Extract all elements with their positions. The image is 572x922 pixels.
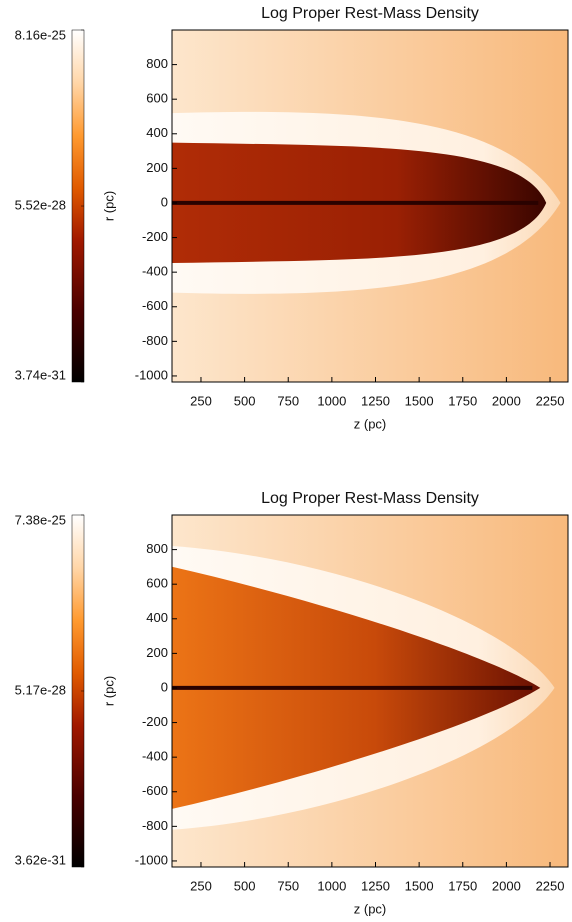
y-tick-label: -200	[142, 229, 168, 244]
panel: Log Proper Rest-Mass Density 250 500 750 100…	[15, 5, 569, 431]
y-tick-label: -400	[142, 264, 168, 279]
y-tick-label: 800	[146, 541, 168, 556]
x-tick-label: 500	[234, 878, 256, 893]
y-axis-label: r (pc)	[101, 191, 116, 221]
y-tick-label: -1000	[135, 852, 168, 867]
x-tick-label: 1250	[361, 393, 390, 408]
y-tick-label: 200	[146, 645, 168, 660]
panel: Log Proper Rest-Mass Density 250 500 750 100…	[15, 490, 569, 916]
y-tick-label: 600	[146, 91, 168, 106]
x-axis-label: z (pc)	[354, 416, 387, 431]
y-tick-label: 0	[161, 194, 168, 209]
y-tick-label: -600	[142, 298, 168, 313]
density-image	[172, 515, 568, 867]
x-tick-label: 1750	[448, 878, 477, 893]
y-tick-label: -800	[142, 818, 168, 833]
x-tick-label: 500	[234, 393, 256, 408]
x-tick-label: 1750	[448, 393, 477, 408]
x-tick-label: 2000	[492, 393, 521, 408]
colorbar-tick-label: 3.74e-31	[15, 367, 66, 382]
y-tick-label: -200	[142, 714, 168, 729]
x-tick-label: 2250	[536, 393, 565, 408]
y-tick-label: -600	[142, 783, 168, 798]
density-image	[172, 30, 568, 382]
plot-frame	[171, 29, 569, 383]
plot-frame	[171, 514, 569, 868]
x-tick-label: 1500	[405, 878, 434, 893]
x-tick-label: 2250	[536, 878, 565, 893]
x-tick-label: 1500	[405, 393, 434, 408]
y-tick-label: -400	[142, 749, 168, 764]
colorbar-tick-label: 7.38e-25	[15, 512, 66, 527]
y-tick-label: 0	[161, 679, 168, 694]
chart-title: Log Proper Rest-Mass Density	[261, 490, 479, 507]
colorbar-tick-label: 8.16e-25	[15, 27, 66, 42]
colorbar-tick-label: 5.17e-28	[15, 682, 66, 697]
x-tick-label: 250	[190, 878, 212, 893]
x-tick-label: 750	[277, 878, 299, 893]
x-tick-label: 250	[190, 393, 212, 408]
y-tick-label: 400	[146, 610, 168, 625]
x-tick-label: 750	[277, 393, 299, 408]
x-tick-label: 2000	[492, 878, 521, 893]
y-tick-label: 200	[146, 160, 168, 175]
x-tick-label: 1250	[361, 878, 390, 893]
y-tick-label: 800	[146, 56, 168, 71]
y-tick-label: -1000	[135, 367, 168, 382]
colorbar-tick-label: 3.62e-31	[15, 852, 66, 867]
y-tick-label: -800	[142, 333, 168, 348]
y-tick-label: 400	[146, 125, 168, 140]
x-axis-label: z (pc)	[354, 901, 387, 916]
x-tick-label: 1000	[317, 878, 346, 893]
chart-title: Log Proper Rest-Mass Density	[261, 5, 479, 22]
x-tick-label: 1000	[317, 393, 346, 408]
colorbar-tick-label: 5.52e-28	[15, 197, 66, 212]
y-tick-label: 600	[146, 576, 168, 591]
y-axis-label: r (pc)	[101, 676, 116, 706]
